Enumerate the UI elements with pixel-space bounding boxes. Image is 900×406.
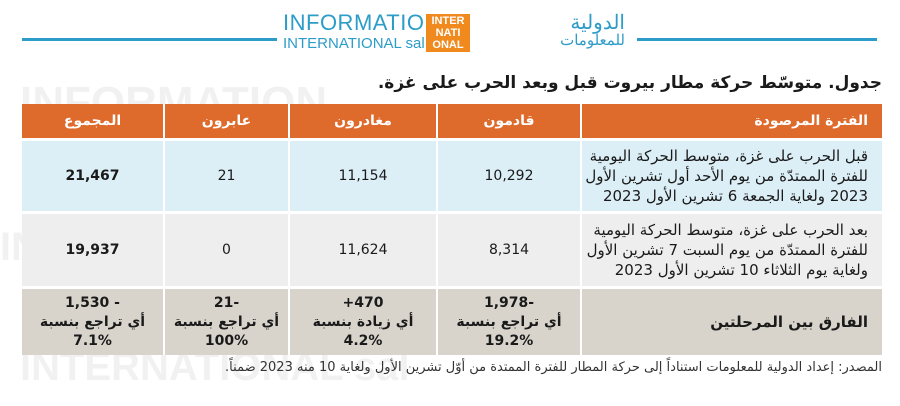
logo-mark: INTER NATI ONAL	[426, 14, 470, 52]
diff-percent: 7.1%	[73, 332, 112, 349]
col-header-total: المجموع	[63, 113, 122, 129]
diff-label: أي زيادة بنسبة	[312, 313, 414, 330]
col-header-arrivals: قادمون	[436, 104, 580, 138]
logo-arabic: الدولية للمعلومات	[475, 12, 625, 49]
col-header-transit: عابرون	[163, 104, 288, 138]
diff-value: 470+	[342, 294, 384, 311]
logo-ar-line2: للمعلومات	[560, 31, 625, 49]
cell-transit: 0	[163, 214, 288, 286]
data-table: الفترة المرصودة قادمون مغادرون عابرون ال…	[22, 104, 882, 355]
col-header-period: الفترة المرصودة	[580, 104, 882, 138]
header-rule-right	[637, 38, 877, 41]
source-note: المصدر: إعداد الدولية للمعلومات استناداً…	[225, 360, 882, 375]
brand-logo: INFORMATION INTERNATIONAL sal INTER NATI…	[283, 12, 633, 52]
cell-total: 19,937	[65, 242, 120, 258]
col-header-departures: مغادرون	[288, 104, 436, 138]
cell-period: الفارق بين المرحلتين	[580, 289, 882, 355]
cell-arrivals: 8,314	[436, 214, 580, 286]
cell-period: بعد الحرب على غزة، متوسط الحركة اليومية …	[580, 214, 882, 286]
logo-en-line2: INTERNATIONAL sal	[283, 35, 425, 52]
table-header-row: الفترة المرصودة قادمون مغادرون عابرون ال…	[22, 104, 882, 138]
cell-transit: 21	[163, 141, 288, 211]
cell-departures: 11,624	[288, 214, 436, 286]
header-rule-left	[22, 38, 277, 41]
cell-departures-diff: 470+ أي زيادة بنسبة 4.2%	[288, 289, 436, 355]
cell-transit-diff: -21 أي تراجع بنسبة 100%	[163, 289, 288, 355]
logo-ar-line1: الدولية	[570, 10, 625, 34]
cell-departures: 11,154	[288, 141, 436, 211]
logo-english: INFORMATION INTERNATIONAL sal	[283, 10, 441, 52]
diff-label: أي تراجع بنسبة	[456, 313, 562, 330]
cell-period: قبل الحرب على غزة، متوسط الحركة اليومية …	[580, 141, 882, 211]
cell-arrivals: 10,292	[436, 141, 580, 211]
table-row: بعد الحرب على غزة، متوسط الحركة اليومية …	[22, 214, 882, 286]
diff-label: أي تراجع بنسبة	[39, 313, 146, 330]
cell-total: 21,467	[65, 168, 120, 184]
diff-value: -1,978	[483, 294, 535, 311]
table-row: قبل الحرب على غزة، متوسط الحركة اليومية …	[22, 141, 882, 211]
cell-arrivals-diff: -1,978 أي تراجع بنسبة 19.2%	[436, 289, 580, 355]
table-title: جدول. متوسّط حركة مطار بيروت قبل وبعد ال…	[377, 73, 882, 93]
diff-label: أي تراجع بنسبة	[173, 313, 280, 330]
diff-percent: 4.2%	[343, 332, 383, 349]
diff-percent: 100%	[204, 332, 249, 349]
cell-total-diff: - 1,530 أي تراجع بنسبة 7.1%	[22, 289, 163, 355]
row-separator	[22, 138, 882, 141]
row-separator	[22, 286, 882, 289]
diff-value: -21	[213, 294, 240, 311]
page-header: INFORMATION INTERNATIONAL sal INTER NATI…	[0, 0, 900, 58]
table-row-difference: الفارق بين المرحلتين -1,978 أي تراجع بنس…	[22, 289, 882, 355]
diff-percent: 19.2%	[484, 332, 534, 349]
diff-value: - 1,530	[65, 294, 120, 311]
logo-en-line1: INFORMATION	[283, 10, 441, 35]
row-separator	[22, 211, 882, 214]
